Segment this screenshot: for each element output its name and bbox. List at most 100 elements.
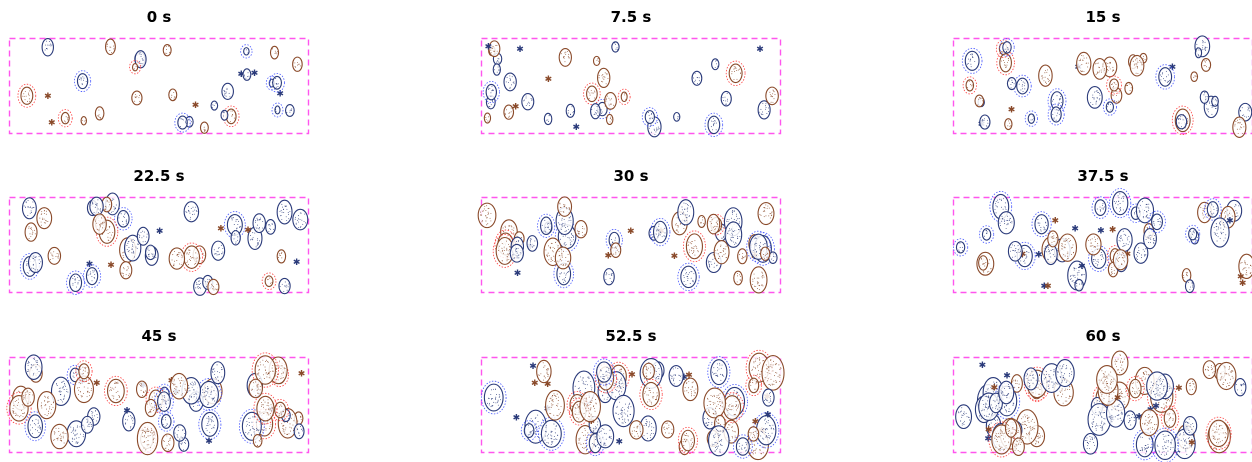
cell-marker [183,201,200,223]
cell-marker [105,38,116,56]
panel-title: 37.5 s [1077,167,1129,185]
cell-marker: ✱ [93,379,101,389]
cell-marker [50,423,69,450]
cell-marker [1199,90,1210,104]
cell-marker [1182,416,1198,436]
cell-marker: ✱ [44,92,52,102]
cell-marker [1146,371,1168,401]
svg-text:✱: ✱ [680,373,688,383]
cell-marker [292,208,309,231]
cell-marker [677,426,698,455]
cell-marker: ✱ [604,251,612,261]
cell-marker [617,88,631,105]
cell-marker: ✱ [244,226,252,236]
cell-marker [488,40,501,58]
cell-marker [80,415,94,434]
svg-text:✱: ✱ [1019,250,1027,260]
svg-text:✱: ✱ [48,118,56,128]
cell-marker [168,88,178,102]
svg-text:✱: ✱ [276,89,284,99]
svg-text:✱: ✱ [1051,216,1059,226]
cell-marker [480,380,507,415]
cell-marker [158,411,175,432]
cell-marker [36,207,53,230]
cell-marker [73,375,94,404]
cell-marker: ✱ [529,362,537,372]
simulation-panel: ✱✱✱✱✱✱✱✱✱ [6,352,310,456]
cell-marker [999,38,1015,57]
cell-marker [276,249,287,264]
cell-marker [36,391,57,420]
cell-marker [703,387,727,419]
cell-marker: ✱ [979,361,987,371]
cell-marker [482,81,500,104]
cell-marker [639,415,657,442]
cell-marker [537,416,565,451]
cell-marker [161,433,175,453]
cell-marker [271,398,290,422]
svg-text:✱: ✱ [251,69,259,79]
svg-text:✱: ✱ [123,407,131,417]
panel-title: 7.5 s [610,8,652,26]
domain-boundary [952,356,1252,454]
cell-marker [1210,217,1230,248]
cell-marker: ✱ [628,371,636,381]
cell-marker [592,55,601,67]
cell-marker: ✱ [1040,282,1048,292]
cell-marker [961,47,983,74]
cell-marker: ✱ [1175,384,1183,394]
cell-marker [733,434,753,459]
cell-marker [1151,427,1179,462]
cell-marker [554,246,572,270]
cell-marker: ✱ [251,69,259,79]
cell-marker: ✱ [671,252,679,262]
cell-marker [207,278,220,296]
svg-text:✱: ✱ [545,75,553,85]
cell-marker [292,56,303,72]
cell-marker: ✱ [680,373,688,383]
cell-marker [1194,47,1203,59]
cell-marker [211,240,226,261]
cell-marker [1238,253,1252,280]
cell-marker: ✱ [545,75,553,85]
cell-marker [131,90,143,106]
svg-text:✱: ✱ [572,123,580,133]
cell-marker [761,355,785,391]
cell-marker [1057,233,1078,262]
cell-marker: ✱ [752,418,760,428]
svg-text:✱: ✱ [244,226,252,236]
cell-marker [1024,110,1038,127]
cell-marker [557,196,573,217]
svg-text:✱: ✱ [192,101,200,111]
cell-marker: ✱ [627,227,635,237]
domain-boundary [8,37,310,135]
cell-marker [603,268,615,286]
cell-marker: ✱ [756,45,764,55]
cell-marker: ✱ [1008,105,1016,115]
cell-marker [271,102,284,118]
cell-marker [543,112,553,126]
svg-text:✱: ✱ [1035,250,1043,260]
svg-text:✱: ✱ [485,42,493,52]
cell-marker [537,213,556,238]
cell-marker [1011,437,1025,456]
cell-marker [1013,74,1032,98]
cell-marker [1111,350,1129,376]
cell-marker [230,230,241,246]
cell-marker [708,425,730,457]
cell-marker [668,364,684,387]
cell-marker [162,43,172,57]
cell-marker [154,388,174,415]
domain-boundary [952,196,1252,294]
cell-marker [477,202,497,229]
cell-marker [724,221,743,248]
cell-marker [122,410,136,432]
cell-marker [1155,64,1175,90]
cell-marker [1148,210,1166,233]
cell-marker [629,420,644,440]
cell-marker: ✱ [1044,282,1052,292]
cell-marker [135,380,148,399]
cell-marker [21,197,37,220]
svg-text:✱: ✱ [514,269,522,279]
cell-marker [641,107,658,127]
